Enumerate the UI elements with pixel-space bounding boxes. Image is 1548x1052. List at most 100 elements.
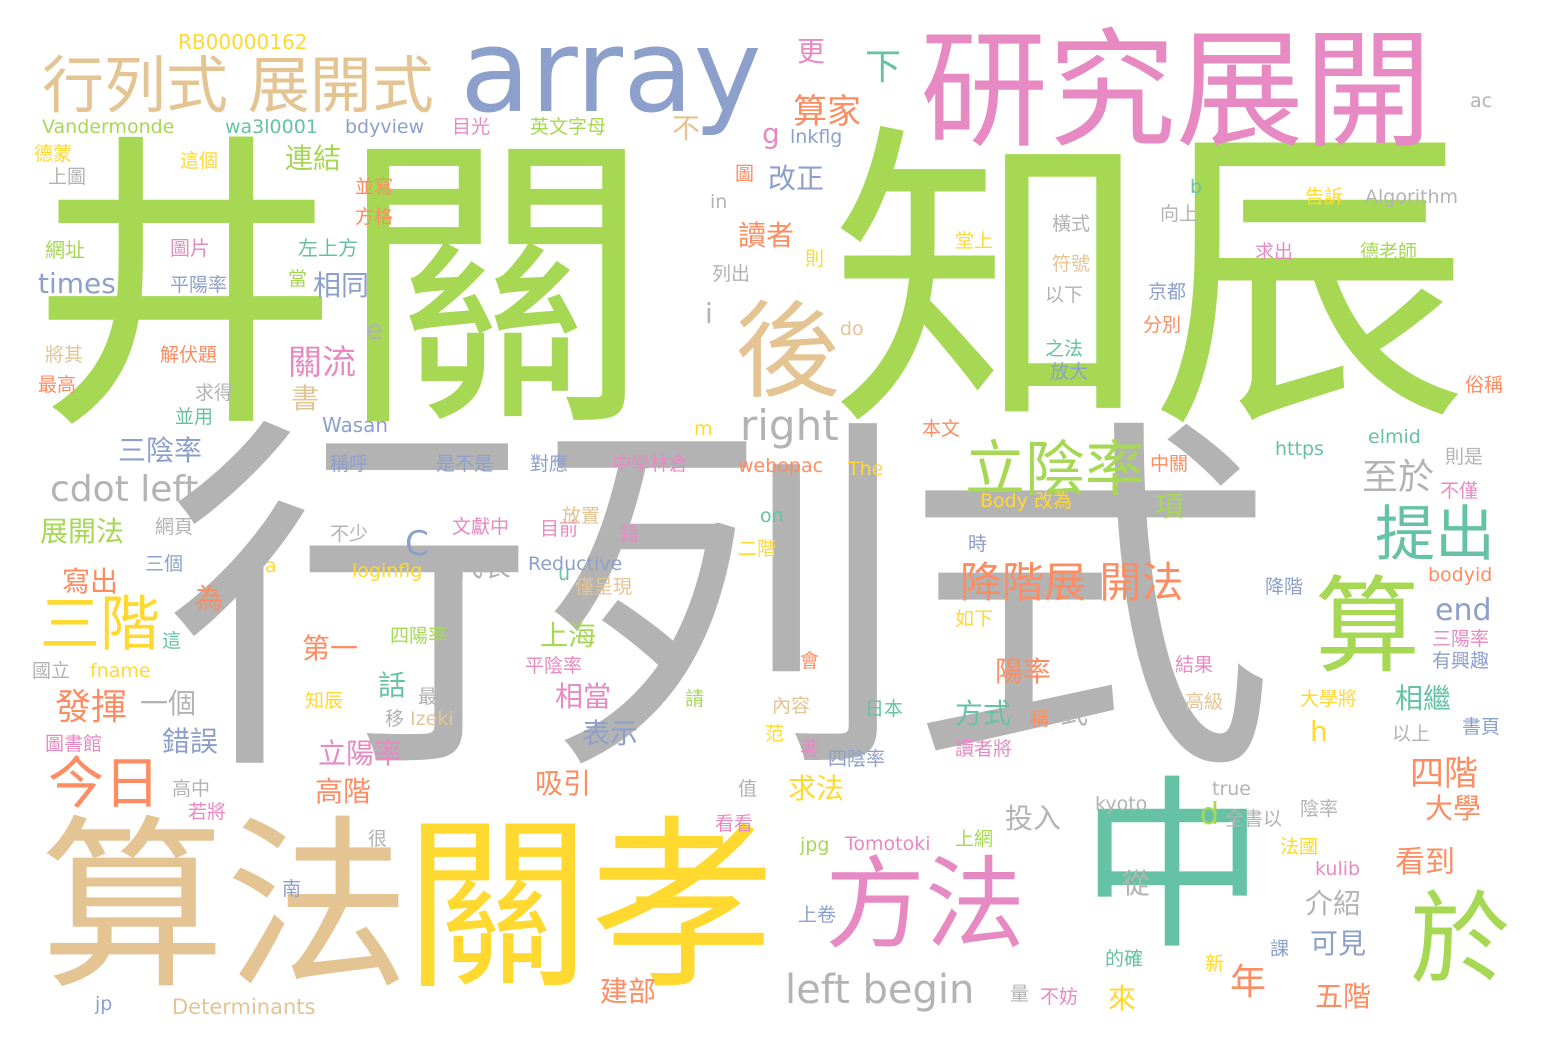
word-cloud-word: 降階 — [1265, 576, 1304, 598]
word-cloud-word: 下 — [865, 47, 902, 88]
word-cloud-word: 四陽率 — [390, 625, 448, 647]
word-cloud-word: 國立 — [32, 660, 71, 682]
word-cloud-word: 僅呈現 — [575, 576, 633, 598]
word-cloud-word: 有興趣 — [1432, 650, 1490, 672]
word-cloud-word: 結果 — [1175, 654, 1214, 676]
word-cloud-word: 看到 — [1395, 845, 1455, 880]
word-cloud-word: 算 — [1315, 566, 1421, 688]
word-cloud-word: 中關 — [1150, 453, 1189, 475]
word-cloud-word: 上圖 — [48, 166, 87, 188]
word-cloud-word: 行列式 展開式 — [42, 49, 434, 122]
word-cloud-word: do — [840, 318, 864, 340]
word-cloud-word: 網址 — [45, 238, 85, 262]
word-cloud-word: wa3l0001 — [225, 116, 318, 138]
word-cloud-word: 將其 — [45, 344, 84, 366]
word-cloud-word: 上海 — [540, 619, 597, 652]
word-cloud-word: Izeki — [410, 708, 454, 730]
word-cloud-word: 值 — [738, 778, 758, 800]
word-cloud-word: 很 — [368, 828, 388, 850]
word-cloud-word: 則 — [805, 248, 825, 270]
word-cloud-word: 行列式 — [165, 390, 1275, 820]
word-cloud-word: a — [265, 555, 277, 577]
word-cloud-word: left begin — [785, 967, 975, 1013]
word-cloud-word: 後 — [735, 291, 841, 413]
word-cloud-word: 投入 — [1005, 802, 1062, 835]
word-cloud-word: 寫出 — [62, 565, 119, 598]
word-cloud-word: 的確 — [1105, 948, 1144, 970]
word-cloud-word: 列出 — [712, 263, 751, 285]
word-cloud-word: 對應 — [530, 453, 569, 475]
word-cloud-word: 目光 — [452, 116, 491, 138]
word-cloud-word: 四陰率 — [828, 748, 886, 770]
word-cloud-word: 稱呼 — [330, 453, 369, 475]
word-cloud-word: 以下 — [1045, 284, 1084, 306]
word-cloud-word: 三階 — [40, 590, 160, 660]
word-cloud-word: 今日 — [48, 752, 160, 817]
word-cloud-word: e — [366, 313, 384, 346]
word-cloud-word: 方格 — [355, 206, 394, 228]
word-cloud-word: 可見 — [1310, 927, 1367, 960]
word-cloud-word: 更 — [797, 35, 826, 68]
word-cloud-word: 會 — [800, 650, 820, 672]
word-cloud-word: 讀者 — [738, 219, 795, 252]
word-cloud-word: fname — [90, 660, 151, 682]
word-cloud-word: 提出 — [1375, 500, 1495, 570]
word-cloud-word: 最高 — [38, 374, 77, 396]
word-cloud-word: Wasan — [322, 413, 389, 437]
word-cloud-word: 相當 — [555, 680, 612, 713]
word-cloud-word: 著 — [800, 738, 820, 760]
word-cloud-word: 高中 — [172, 778, 211, 800]
word-cloud-word: 書頁 — [1462, 716, 1501, 738]
word-cloud-word: 立陽率 — [318, 737, 403, 770]
word-cloud-word: The — [848, 458, 884, 480]
word-cloud-word: C — [405, 524, 429, 564]
word-cloud-word: 課 — [1270, 938, 1290, 960]
word-cloud-word: 改正 — [768, 162, 825, 195]
word-cloud-word: 三陰率 — [118, 434, 203, 467]
word-cloud-word: jp — [95, 993, 113, 1015]
word-cloud-word: 網頁 — [155, 516, 194, 538]
word-cloud-word: 不 — [672, 112, 701, 145]
word-cloud-word: 介紹 — [1305, 887, 1362, 920]
word-cloud-word: 法國 — [1280, 836, 1319, 858]
word-cloud-word: 方式 — [955, 697, 1012, 730]
word-cloud-word: 連結 — [285, 142, 342, 175]
word-cloud-word: 至於 — [1362, 457, 1435, 498]
word-cloud-word: 放置 — [562, 505, 601, 527]
word-cloud-word: 平陽率 — [170, 274, 228, 296]
word-cloud-word: array — [460, 5, 762, 139]
word-cloud-word: kulib — [1315, 858, 1361, 880]
word-cloud-word: 四階 — [1410, 754, 1478, 794]
word-cloud-word: 橫式 — [1052, 213, 1091, 235]
word-cloud-word: 稱 — [1030, 708, 1050, 730]
word-cloud-word: i — [705, 297, 713, 330]
word-cloud-word: 展開法 — [40, 515, 125, 548]
word-cloud-word: 圖書館 — [45, 733, 103, 755]
word-cloud-word: d — [1200, 797, 1220, 832]
word-cloud-word: 研究展開 — [920, 17, 1433, 166]
word-cloud-word: Determinants — [172, 995, 316, 1019]
word-cloud-word: 從 — [1122, 867, 1151, 900]
word-cloud-word: elmid — [1368, 426, 1421, 448]
word-cloud-word: 全書以 — [1225, 808, 1283, 830]
word-cloud-word: Tomotoki — [845, 833, 931, 855]
word-cloud-word: Body 改為 — [980, 490, 1073, 512]
word-cloud-word: 京都 — [1148, 281, 1187, 303]
word-cloud-word: 並寫 — [355, 176, 394, 198]
word-cloud-word: 英文字母 — [530, 116, 607, 138]
word-cloud-word: 以上 — [1392, 723, 1431, 745]
word-cloud-word: 俗稱 — [1465, 374, 1504, 396]
word-cloud-word: 看看 — [715, 813, 754, 835]
word-cloud-word: 高階 — [315, 775, 372, 808]
word-cloud-word: 時 — [968, 533, 988, 555]
word-cloud-word: 於 — [1410, 881, 1510, 998]
word-cloud-word: 向上 — [1160, 203, 1199, 225]
word-cloud-word: 日本 — [865, 698, 904, 720]
word-cloud-word: 並用 — [175, 406, 214, 428]
word-cloud-word: 知辰 — [305, 690, 344, 712]
word-cloud-word: 大學將 — [1300, 688, 1358, 710]
word-cloud-word: 中學林倉 — [612, 453, 689, 475]
word-cloud-word: 上卷 — [798, 904, 837, 926]
word-cloud-word: 三陽率 — [1432, 628, 1490, 650]
word-cloud-word: 式 — [1060, 697, 1089, 730]
